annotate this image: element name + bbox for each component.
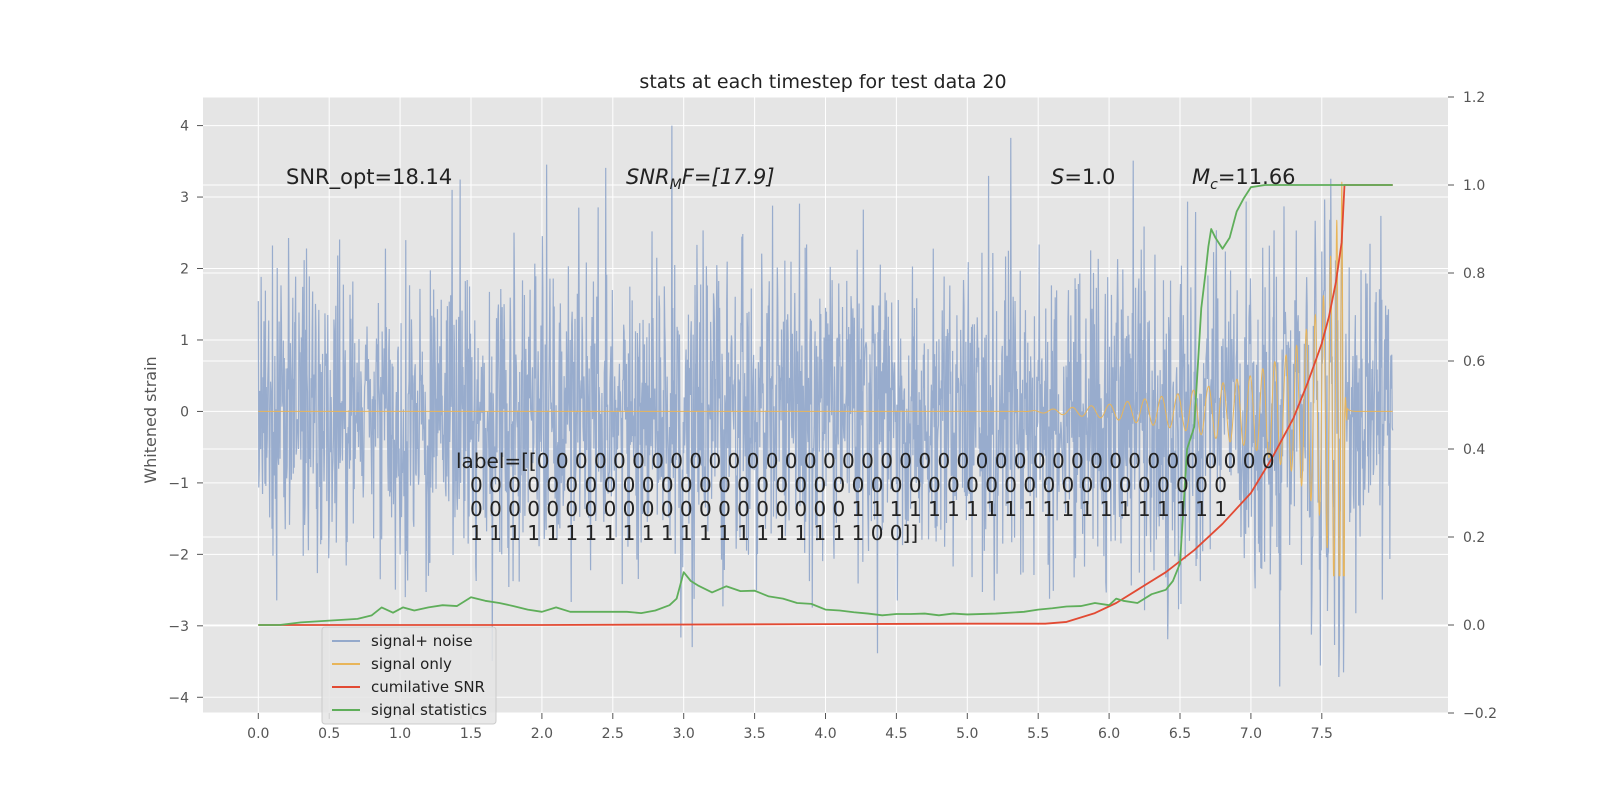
- x-tick-label: 3.5: [743, 726, 765, 742]
- y-tick-label: 2: [180, 262, 189, 278]
- y2-tick-label: 1.0: [1463, 178, 1485, 194]
- x-tick-label: 6.5: [1169, 726, 1191, 742]
- snr-mf-main: SNR: [626, 165, 670, 189]
- chart-title: stats at each timestep for test data 20: [639, 71, 1006, 93]
- y-tick-label: −2: [168, 547, 189, 563]
- y2-tick-label: 0.0: [1463, 618, 1485, 634]
- signal-only-series: [258, 181, 1393, 577]
- label-line-1: label=[[0 0 0 0 0 0 0 0 0 0 0 0 0 0 0 0 …: [456, 449, 1275, 473]
- x-tick-label: 4.5: [885, 726, 907, 742]
- legend: signal+ noise signal only cumilative SNR…: [321, 626, 497, 725]
- x-tick-label: 0.5: [318, 726, 340, 742]
- signal-noise-series: [257, 125, 1394, 687]
- cumulative-snr-line: [258, 184, 1393, 626]
- signal-only-line: [258, 181, 1393, 577]
- s-rest: =1.0: [1064, 165, 1115, 189]
- mc-var: M: [1192, 165, 1210, 189]
- x-tick-label: 5.0: [956, 726, 978, 742]
- signal-statistics-line: [258, 184, 1393, 626]
- legend-label-signal-statistics: signal statistics: [371, 701, 487, 719]
- y-axis-left: 4 3 2 1 0 −1 −2 −3 −4: [168, 119, 203, 706]
- x-tick-label: 4.0: [814, 726, 836, 742]
- label-line-2: 0 0 0 0 0 0 0 0 0 0 0 0 0 0 0 0 0 0 0 0 …: [470, 473, 1227, 497]
- y-tick-label: 4: [180, 119, 189, 135]
- y-tick-label: 1: [180, 333, 189, 349]
- mc-annotation: Mc=11.66: [1192, 165, 1296, 193]
- signal-noise-line: [257, 125, 1394, 687]
- y2-tick-label: 0.2: [1463, 530, 1485, 546]
- y-tick-label: −1: [168, 476, 189, 492]
- x-tick-label: 3.0: [673, 726, 695, 742]
- y-tick-label: 3: [180, 190, 189, 206]
- y2-tick-label: 0.6: [1463, 354, 1485, 370]
- label-line-4: 1 1 1 1 1 1 1 1 1 1 1 1 1 1 1 1 1 1 1 1 …: [470, 521, 918, 545]
- label-line-3: 0 0 0 0 0 0 0 0 0 0 0 0 0 0 0 0 0 0 0 0 …: [470, 497, 1227, 521]
- y-axis-right: 1.2 1.0 0.8 0.6 0.4 0.2 0.0 −0.2: [1448, 90, 1497, 722]
- x-tick-label: 7.0: [1240, 726, 1262, 742]
- snr-mf-rest: F=[17.9]: [682, 165, 775, 189]
- x-tick-label: 0.0: [247, 726, 269, 742]
- x-axis: 0.0 0.5 1.0 1.5 2.0 2.5 3.0 3.5 4.0 4.5 5.0 5.5 6.0 6…: [247, 713, 1333, 742]
- y-axis-label: Whitened strain: [141, 356, 160, 483]
- y2-tick-label: 1.2: [1463, 90, 1485, 106]
- legend-label-cumulative-snr: cumilative SNR: [371, 678, 485, 696]
- mc-sub: c: [1210, 177, 1218, 193]
- legend-label-signal-only: signal only: [371, 655, 452, 673]
- s-var: S: [1051, 165, 1064, 189]
- legend-box: [321, 626, 497, 725]
- y-tick-label: −3: [168, 619, 189, 635]
- x-tick-label: 1.5: [460, 726, 482, 742]
- x-tick-label: 1.0: [389, 726, 411, 742]
- x-tick-label: 2.5: [602, 726, 624, 742]
- snr-opt-annotation: SNR_opt=18.14: [286, 165, 452, 190]
- annotations: SNR_opt=18.14 SNRMF=[17.9] S=1.0 Mc=11.6…: [286, 165, 1296, 545]
- snr-mf-annotation: SNRMF=[17.9]: [626, 165, 775, 193]
- x-tick-label: 7.5: [1311, 726, 1333, 742]
- y-tick-label: 0: [180, 404, 189, 420]
- right-axis-series: [258, 184, 1393, 626]
- x-tick-label: 5.5: [1027, 726, 1049, 742]
- mc-rest: =11.66: [1218, 165, 1296, 189]
- s-annotation: S=1.0: [1051, 165, 1115, 189]
- x-tick-label: 6.0: [1098, 726, 1120, 742]
- y2-tick-label: −0.2: [1463, 706, 1497, 722]
- y2-tick-label: 0.4: [1463, 442, 1485, 458]
- snr-mf-sub: M: [670, 177, 682, 193]
- legend-label-signal-noise: signal+ noise: [371, 632, 473, 650]
- y2-tick-label: 0.8: [1463, 266, 1485, 282]
- x-tick-label: 2.0: [531, 726, 553, 742]
- y-tick-label: −4: [168, 690, 189, 706]
